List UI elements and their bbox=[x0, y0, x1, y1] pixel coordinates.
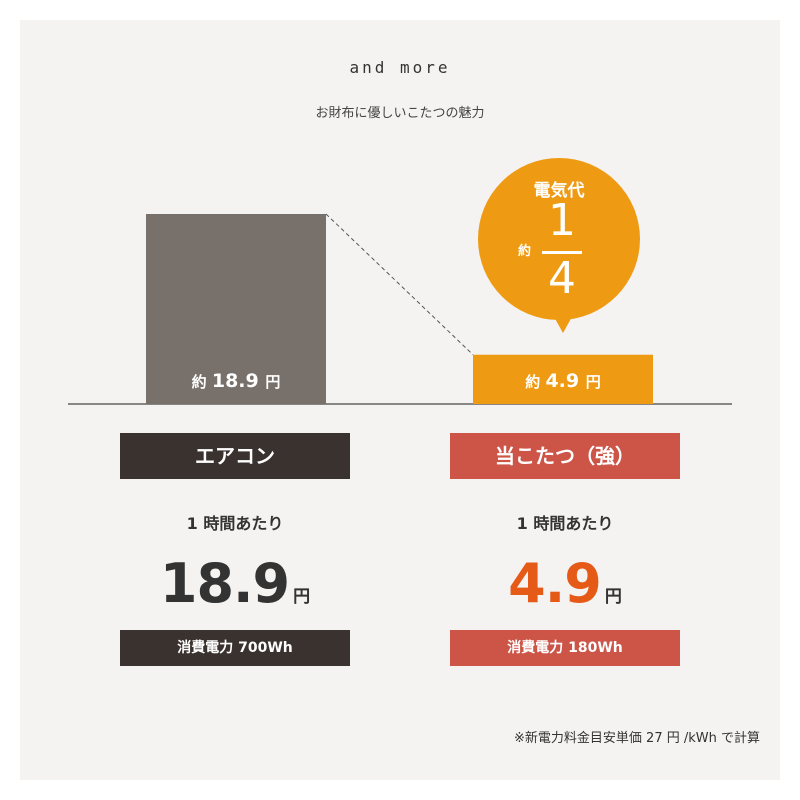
savings-bubble: 電気代 約 1 4 bbox=[478, 158, 640, 320]
subheading: お財布に優しいこたつの魅力 bbox=[315, 106, 485, 121]
power-box-kotatsu: 消費電力 180Wh bbox=[450, 630, 680, 666]
cost-bar-chart bbox=[68, 213, 732, 405]
per-hour-aircon: 1 時間あたり bbox=[186, 514, 284, 533]
bar-kotatsu bbox=[473, 354, 653, 404]
bubble-prefix: 約 bbox=[518, 244, 532, 259]
bubble-title: 電気代 bbox=[533, 181, 585, 201]
power-box-aircon: 消費電力 700Wh bbox=[120, 630, 350, 666]
bar-label-kotatsu: 約 4.9 円 bbox=[525, 370, 601, 392]
name-box-aircon: エアコン bbox=[120, 433, 350, 479]
price-kotatsu: 4.9 円 bbox=[450, 552, 680, 615]
fraction-numerator: 1 bbox=[548, 195, 576, 246]
bar-aircon bbox=[146, 214, 326, 404]
connector-dashed-line bbox=[325, 213, 474, 356]
price-aircon: 18.9 円 bbox=[120, 552, 350, 615]
footnote: ※新電力料金目安単価 27 円 /kWh で計算 bbox=[514, 731, 760, 746]
heading: and more bbox=[349, 58, 451, 77]
fraction-denominator: 4 bbox=[548, 253, 576, 304]
bar-label-aircon: 約 18.9 円 bbox=[191, 370, 281, 392]
price-unit-aircon: 円 bbox=[293, 587, 311, 607]
per-hour-kotatsu: 1 時間あたり bbox=[516, 514, 614, 533]
name-box-kotatsu: 当こたつ（強） bbox=[450, 433, 680, 479]
price-value-aircon: 18.9 bbox=[159, 552, 290, 615]
fraction-line bbox=[542, 251, 582, 254]
price-value-kotatsu: 4.9 bbox=[508, 552, 602, 615]
price-unit-kotatsu: 円 bbox=[604, 587, 622, 607]
